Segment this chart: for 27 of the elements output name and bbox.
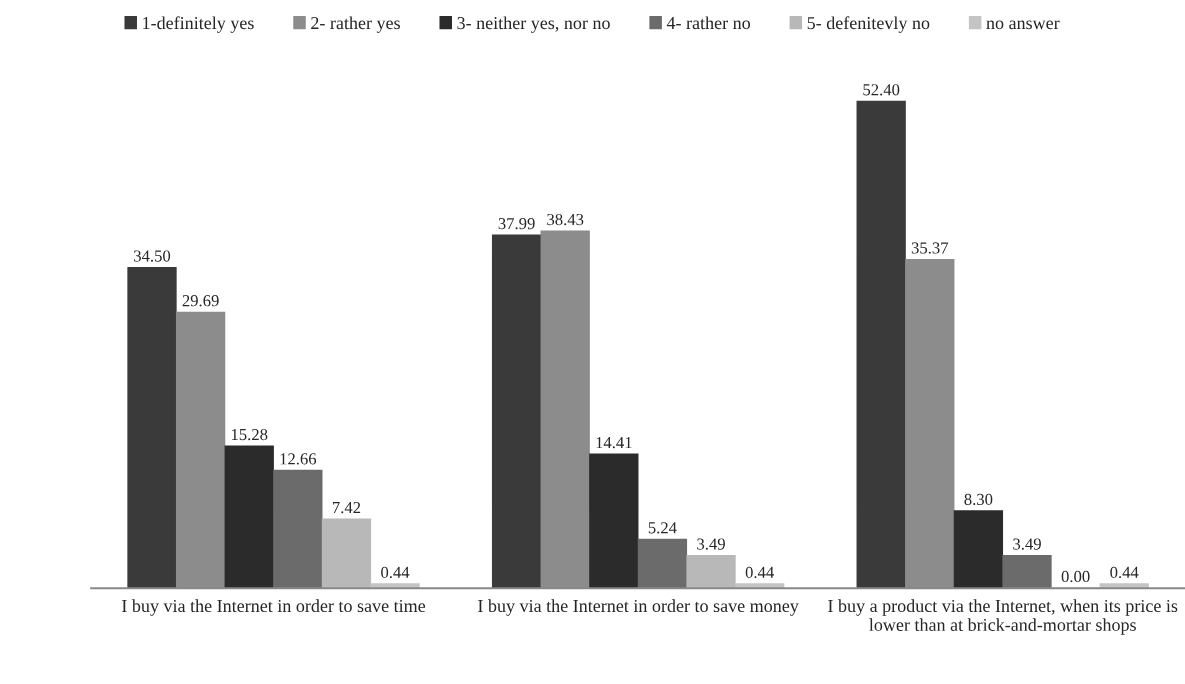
data-label: 3.49 <box>697 538 725 550</box>
data-label: 8.30 <box>964 493 993 506</box>
legend-label: 3- neither yes, nor no <box>457 16 610 33</box>
x-tick-label: I buy via the Internet in order to save time <box>122 599 426 616</box>
x-tick-label: I buy a product via the Internet, when its price is lower than at brick-and-mortar shops <box>828 599 1178 635</box>
legend-label: 5- defenitevly no <box>807 16 930 33</box>
data-label: 14.41 <box>596 437 632 449</box>
data-label: 12.66 <box>280 453 317 465</box>
legend-label: no answer <box>986 20 1060 30</box>
data-label: 0.44 <box>381 566 410 579</box>
x-tick-label: I buy via the Internet in order to save money <box>478 599 799 616</box>
legend-label: 2- rather yes <box>311 16 400 33</box>
data-label: 7.42 <box>332 501 361 514</box>
data-label: 5.24 <box>648 522 677 534</box>
data-label: 3.49 <box>1013 538 1041 550</box>
data-label: 52.40 <box>863 84 900 96</box>
legend-label: 1-definitely yes <box>143 16 254 33</box>
data-label: 15.28 <box>231 428 268 441</box>
data-label: 0.44 <box>1110 566 1139 579</box>
data-label: 35.37 <box>911 242 949 254</box>
data-label: 34.50 <box>134 250 171 262</box>
data-label: 38.43 <box>547 213 584 226</box>
legend-label: 4- rather no <box>666 16 750 30</box>
data-label: 0.00 <box>1061 570 1090 583</box>
data-label: 29.69 <box>182 295 219 307</box>
data-label: 37.99 <box>498 218 535 230</box>
data-label: 0.44 <box>745 566 774 579</box>
